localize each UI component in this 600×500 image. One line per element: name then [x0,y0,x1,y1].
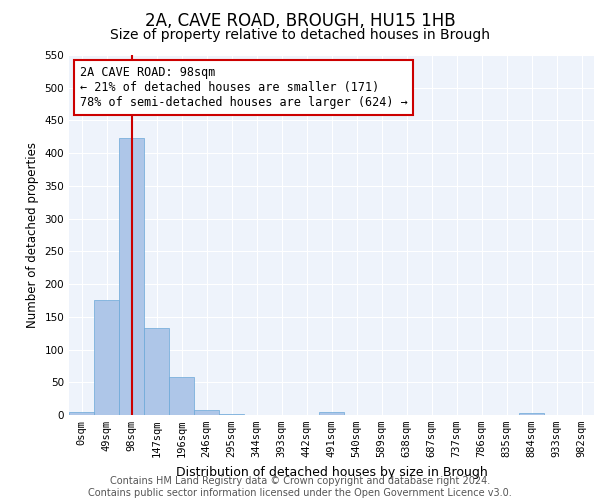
Text: Contains HM Land Registry data © Crown copyright and database right 2024.
Contai: Contains HM Land Registry data © Crown c… [88,476,512,498]
Bar [219,414,244,415]
Bar [94,300,119,415]
Text: 2A, CAVE ROAD, BROUGH, HU15 1HB: 2A, CAVE ROAD, BROUGH, HU15 1HB [145,12,455,30]
Text: 2A CAVE ROAD: 98sqm
← 21% of detached houses are smaller (171)
78% of semi-detac: 2A CAVE ROAD: 98sqm ← 21% of detached ho… [79,66,407,109]
Bar [144,328,169,415]
Bar [119,138,144,415]
Bar [519,413,544,415]
X-axis label: Distribution of detached houses by size in Brough: Distribution of detached houses by size … [176,466,487,478]
Bar [69,412,94,415]
Bar [194,410,219,415]
Bar [319,412,344,415]
Bar [169,377,194,415]
Text: Size of property relative to detached houses in Brough: Size of property relative to detached ho… [110,28,490,42]
Y-axis label: Number of detached properties: Number of detached properties [26,142,39,328]
